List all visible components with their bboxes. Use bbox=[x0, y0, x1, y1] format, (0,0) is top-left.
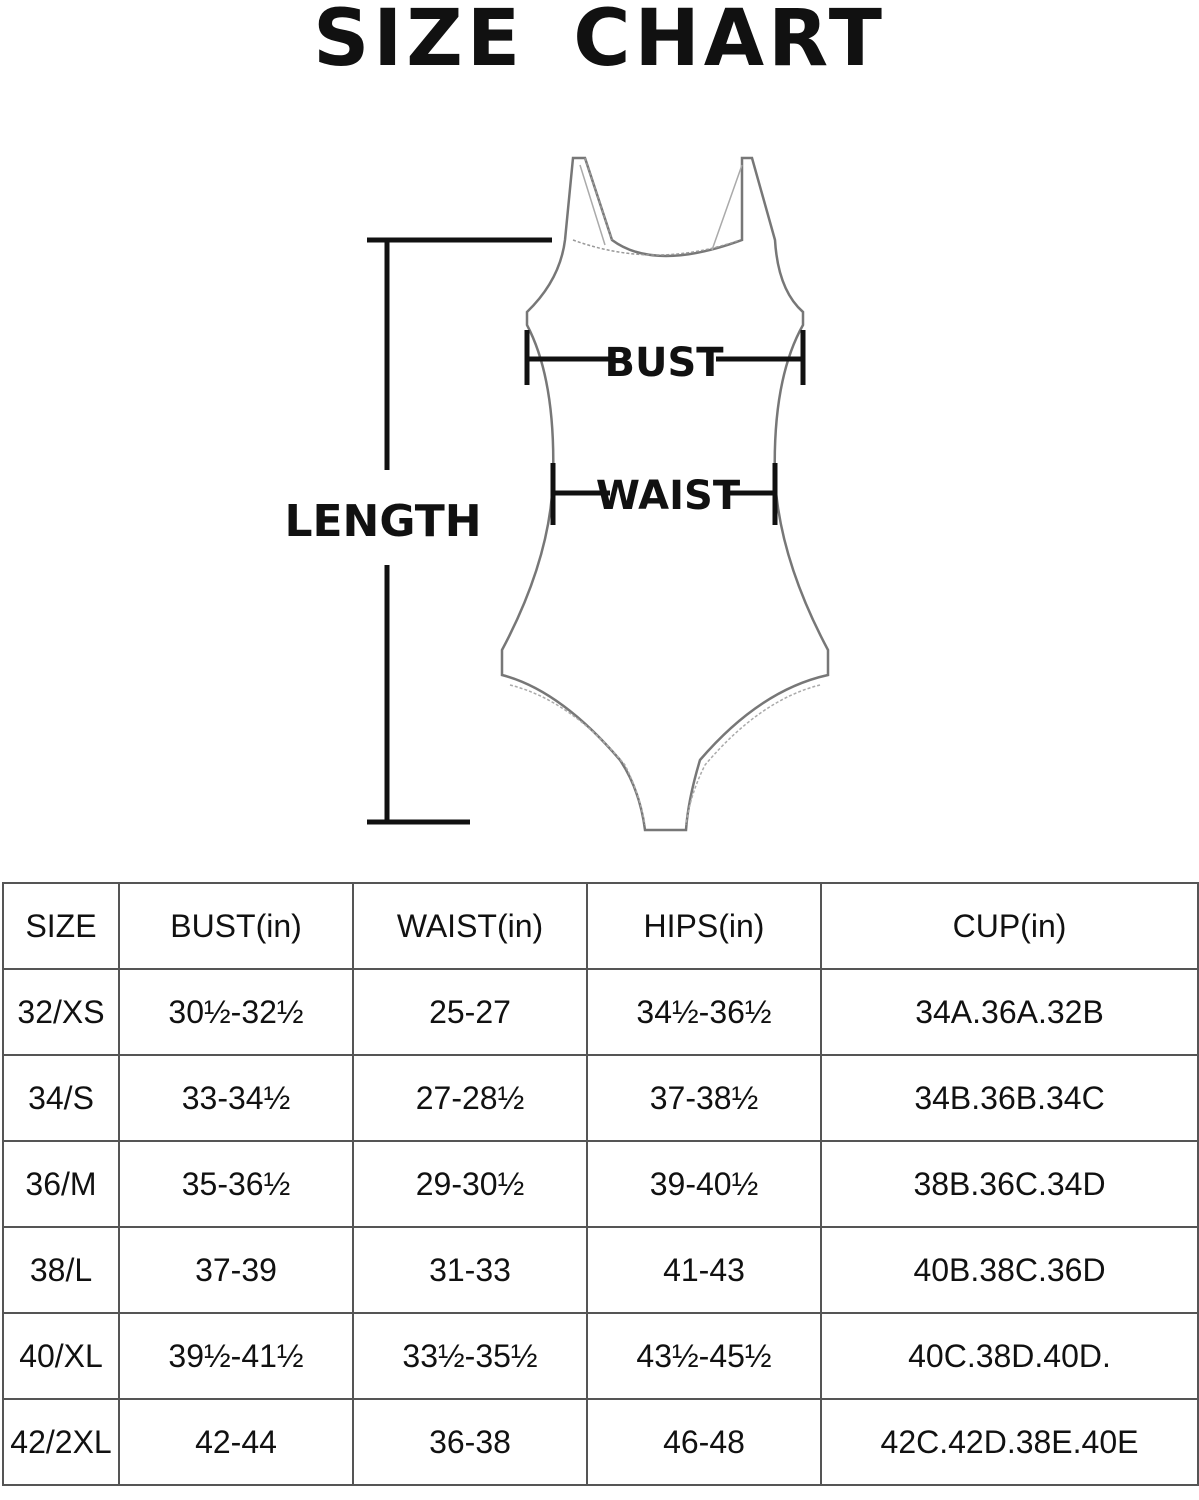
header-size: SIZE bbox=[2, 882, 120, 970]
cell-waist: 31-33 bbox=[352, 1226, 588, 1314]
cell-cup: 34A.36A.32B bbox=[820, 968, 1199, 1056]
cell-size: 32/XS bbox=[2, 968, 120, 1056]
cell-cup: 40C.38D.40D. bbox=[820, 1312, 1199, 1400]
cell-cup: 38B.36C.34D bbox=[820, 1140, 1199, 1228]
length-label: LENGTH bbox=[284, 496, 481, 547]
cell-bust: 35-36½ bbox=[118, 1140, 354, 1228]
bust-label: BUST bbox=[604, 340, 724, 386]
header-bust: BUST(in) bbox=[118, 882, 354, 970]
table-row: 32/XS 30½-32½ 25-27 34½-36½ 34A.36A.32B bbox=[2, 968, 1199, 1056]
cell-waist: 25-27 bbox=[352, 968, 588, 1056]
waist-label: WAIST bbox=[596, 473, 741, 519]
table-row: 42/2XL 42-44 36-38 46-48 42C.42D.38E.40E bbox=[2, 1398, 1199, 1486]
header-hips: HIPS(in) bbox=[586, 882, 822, 970]
cell-bust: 30½-32½ bbox=[118, 968, 354, 1056]
cell-hips: 39-40½ bbox=[586, 1140, 822, 1228]
cell-size: 42/2XL bbox=[2, 1398, 120, 1486]
waist-measure bbox=[550, 463, 778, 525]
cell-cup: 34B.36B.34C bbox=[820, 1054, 1199, 1142]
cell-hips: 43½-45½ bbox=[586, 1312, 822, 1400]
cell-size: 38/L bbox=[2, 1226, 120, 1314]
cell-hips: 46-48 bbox=[586, 1398, 822, 1486]
length-measure bbox=[367, 237, 552, 825]
cell-hips: 37-38½ bbox=[586, 1054, 822, 1142]
cell-cup: 42C.42D.38E.40E bbox=[820, 1398, 1199, 1486]
size-table: SIZE BUST(in) WAIST(in) HIPS(in) CUP(in)… bbox=[2, 882, 1199, 1486]
cell-bust: 42-44 bbox=[118, 1398, 354, 1486]
table-row: 40/XL 39½-41½ 33½-35½ 43½-45½ 40C.38D.40D. bbox=[2, 1312, 1199, 1400]
cell-size: 34/S bbox=[2, 1054, 120, 1142]
cell-hips: 41-43 bbox=[586, 1226, 822, 1314]
page-title: SIZE CHART bbox=[313, 0, 886, 84]
cell-waist: 33½-35½ bbox=[352, 1312, 588, 1400]
cell-waist: 27-28½ bbox=[352, 1054, 588, 1142]
cell-hips: 34½-36½ bbox=[586, 968, 822, 1056]
cell-bust: 33-34½ bbox=[118, 1054, 354, 1142]
header-cup: CUP(in) bbox=[820, 882, 1199, 970]
swimsuit-diagram: LENGTH BUST WAIST bbox=[284, 156, 830, 832]
cell-waist: 29-30½ bbox=[352, 1140, 588, 1228]
cell-waist: 36-38 bbox=[352, 1398, 588, 1486]
header-waist: WAIST(in) bbox=[352, 882, 588, 970]
cell-size: 40/XL bbox=[2, 1312, 120, 1400]
table-row: 36/M 35-36½ 29-30½ 39-40½ 38B.36C.34D bbox=[2, 1140, 1199, 1228]
cell-bust: 37-39 bbox=[118, 1226, 354, 1314]
table-row: 38/L 37-39 31-33 41-43 40B.38C.36D bbox=[2, 1226, 1199, 1314]
cell-bust: 39½-41½ bbox=[118, 1312, 354, 1400]
table-header-row: SIZE BUST(in) WAIST(in) HIPS(in) CUP(in) bbox=[2, 882, 1199, 970]
cell-cup: 40B.38C.36D bbox=[820, 1226, 1199, 1314]
cell-size: 36/M bbox=[2, 1140, 120, 1228]
table-row: 34/S 33-34½ 27-28½ 37-38½ 34B.36B.34C bbox=[2, 1054, 1199, 1142]
bust-measure bbox=[524, 330, 806, 385]
